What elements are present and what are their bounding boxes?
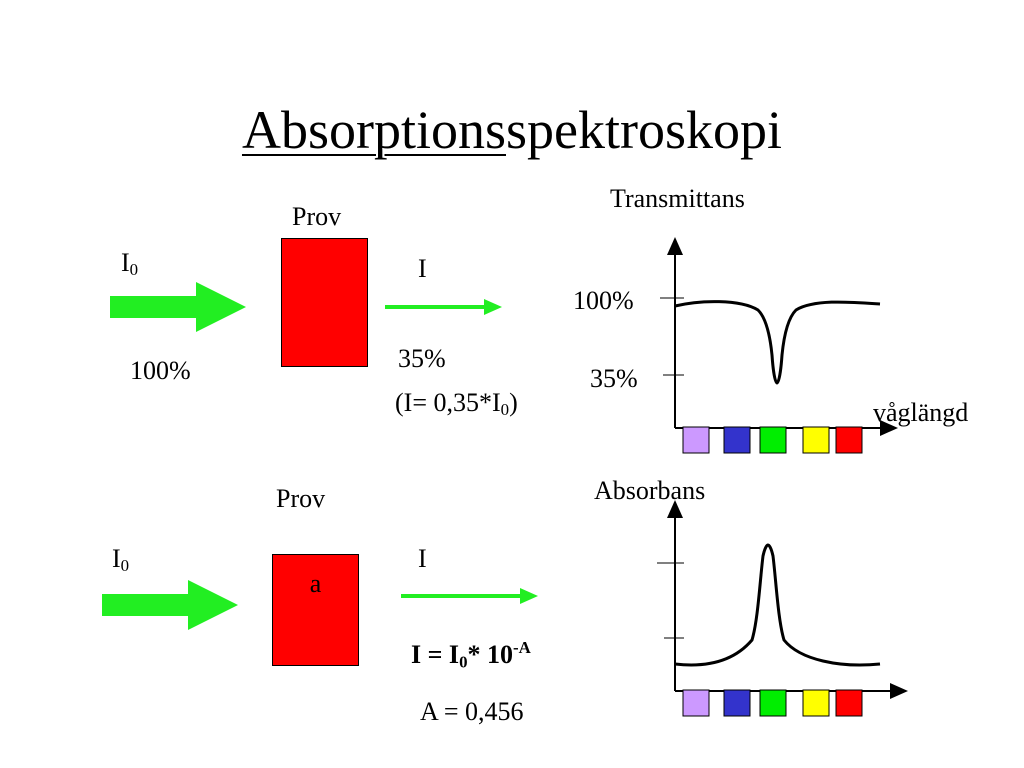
- bottom-wavelength-swatches: [682, 689, 863, 717]
- transmittance-curve: [674, 300, 881, 385]
- absorbance-title: Absorbans: [594, 476, 706, 505]
- title-underlined: Absorptions: [241, 100, 506, 160]
- trans-x-label: våglängd: [873, 398, 969, 427]
- bottom-incident-label: I0: [112, 544, 130, 576]
- trans-tick-label-35: 35%: [590, 364, 638, 393]
- wavelength-swatch: [759, 426, 787, 454]
- top-incident-percent: 100%: [130, 356, 191, 385]
- wavelength-swatch: [835, 426, 863, 454]
- absorbance-value: A = 0,456: [420, 697, 524, 726]
- wavelength-swatch: [682, 426, 710, 454]
- top-relation: (I= 0,35*I0): [395, 388, 518, 420]
- top-sample-box: [281, 238, 368, 367]
- wavelength-swatch: [723, 426, 751, 454]
- wavelength-swatch: [802, 689, 830, 717]
- wavelength-swatch: [723, 689, 751, 717]
- slide-title: Absorptionsspektroskopi: [0, 98, 1024, 163]
- beer-lambert-formula: I = I0* 10-A: [411, 638, 531, 672]
- top-transmitted-label: I: [418, 254, 427, 283]
- wavelength-swatch: [682, 689, 710, 717]
- top-sample-label: Prov: [292, 202, 342, 231]
- top-transmitted-percent: 35%: [398, 344, 446, 373]
- bottom-transmitted-arrow: [401, 588, 538, 604]
- bottom-sample-inner-label: a: [309, 569, 322, 598]
- wavelength-swatch: [835, 689, 863, 717]
- top-incident-label: I0: [121, 248, 139, 280]
- bottom-incident-arrow: [102, 580, 238, 630]
- top-wavelength-swatches: [682, 426, 863, 454]
- bottom-transmitted-label: I: [418, 544, 427, 573]
- bottom-sample-box: a: [272, 554, 359, 666]
- trans-tick-label-100: 100%: [573, 286, 634, 315]
- bottom-sample-label: Prov: [276, 484, 326, 513]
- wavelength-swatch: [802, 426, 830, 454]
- wavelength-swatch: [759, 689, 787, 717]
- title-rest: spektroskopi: [506, 100, 782, 160]
- top-transmitted-arrow: [385, 299, 502, 315]
- transmittance-title: Transmittans: [610, 184, 745, 213]
- top-incident-arrow: [110, 282, 246, 332]
- absorbance-curve: [674, 543, 881, 667]
